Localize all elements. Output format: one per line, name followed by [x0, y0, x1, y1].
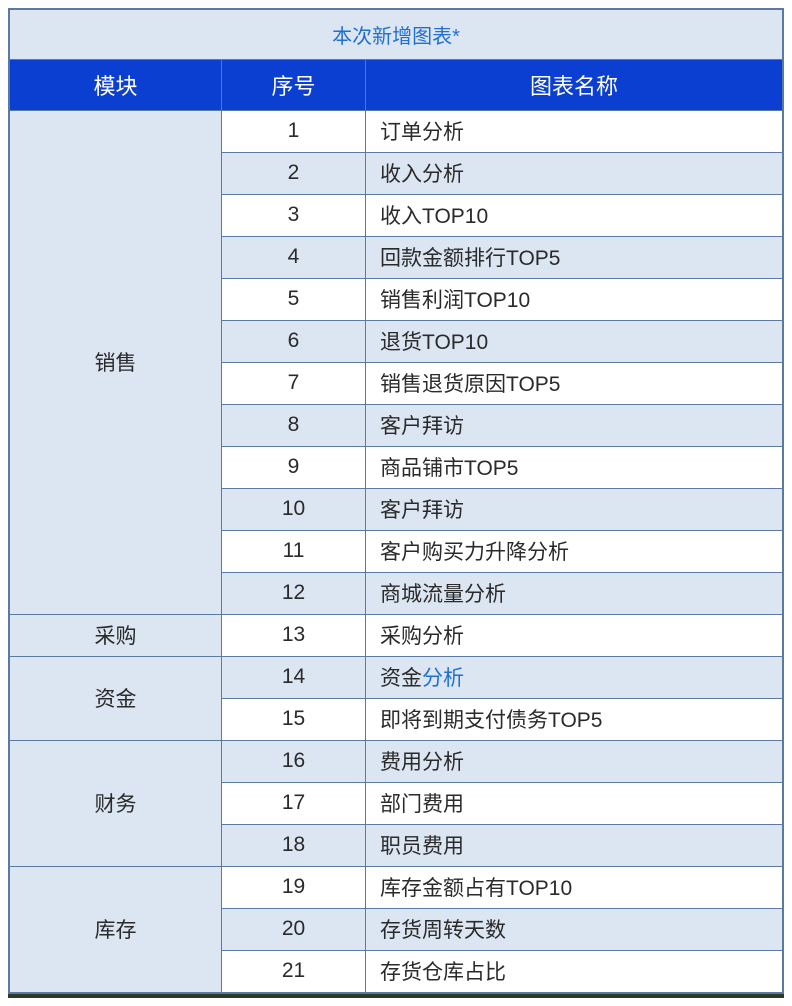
name-cell: 库存金额占有TOP10 [366, 867, 783, 909]
name-cell: 回款金额排行TOP5 [366, 237, 783, 279]
name-cell: 职员费用 [366, 825, 783, 867]
name-cell: 订单分析 [366, 111, 783, 153]
header-seq: 序号 [222, 60, 366, 111]
seq-cell: 12 [222, 573, 366, 615]
seq-cell: 15 [222, 699, 366, 741]
name-part: 资金 [380, 667, 422, 690]
seq-cell: 17 [222, 783, 366, 825]
seq-cell: 1 [222, 111, 366, 153]
table-row: 库存19库存金额占有TOP10 [10, 867, 783, 909]
seq-cell: 4 [222, 237, 366, 279]
seq-cell: 14 [222, 657, 366, 699]
seq-cell: 19 [222, 867, 366, 909]
module-cell: 销售 [10, 111, 222, 615]
name-cell: 费用分析 [366, 741, 783, 783]
table-row: 资金 14资金分析 [10, 657, 783, 699]
table-caption: 本次新增图表* [10, 10, 783, 60]
module-cell: 库存 [10, 867, 222, 993]
name-cell: 客户购买力升降分析 [366, 531, 783, 573]
table-body: 本次新增图表* 模块 序号 图表名称 销售1订单分析2收入分析3收入TOP104… [10, 10, 783, 993]
module-cell: 资金 [10, 657, 222, 741]
seq-cell: 21 [222, 951, 366, 993]
name-cell: 退货TOP10 [366, 321, 783, 363]
name-cell: 商城流量分析 [366, 573, 783, 615]
name-cell: 销售退货原因TOP5 [366, 363, 783, 405]
name-cell: 客户拜访 [366, 489, 783, 531]
name-cell: 部门费用 [366, 783, 783, 825]
seq-cell: 5 [222, 279, 366, 321]
seq-cell: 20 [222, 909, 366, 951]
name-cell: 存货仓库占比 [366, 951, 783, 993]
seq-cell: 18 [222, 825, 366, 867]
name-cell: 存货周转天数 [366, 909, 783, 951]
seq-cell: 7 [222, 363, 366, 405]
table-row: 销售1订单分析 [10, 111, 783, 153]
name-cell: 资金分析 [366, 657, 783, 699]
seq-cell: 2 [222, 153, 366, 195]
bottom-edge [8, 994, 784, 998]
charts-table: 本次新增图表* 模块 序号 图表名称 销售1订单分析2收入分析3收入TOP104… [9, 9, 783, 993]
table-row: 财务16费用分析 [10, 741, 783, 783]
header-name: 图表名称 [366, 60, 783, 111]
seq-cell: 3 [222, 195, 366, 237]
table-header-row: 模块 序号 图表名称 [10, 60, 783, 111]
seq-cell: 10 [222, 489, 366, 531]
charts-table-container: 本次新增图表* 模块 序号 图表名称 销售1订单分析2收入分析3收入TOP104… [8, 8, 784, 994]
table-row: 采购13采购分析 [10, 615, 783, 657]
module-cell: 财务 [10, 741, 222, 867]
seq-cell: 8 [222, 405, 366, 447]
name-cell: 收入TOP10 [366, 195, 783, 237]
module-cell: 采购 [10, 615, 222, 657]
seq-cell: 9 [222, 447, 366, 489]
name-cell: 采购分析 [366, 615, 783, 657]
seq-cell: 11 [222, 531, 366, 573]
name-cell: 客户拜访 [366, 405, 783, 447]
header-module: 模块 [10, 60, 222, 111]
name-cell: 商品铺市TOP5 [366, 447, 783, 489]
seq-cell: 6 [222, 321, 366, 363]
name-cell: 销售利润TOP10 [366, 279, 783, 321]
name-part-link: 分析 [422, 667, 464, 690]
seq-cell: 13 [222, 615, 366, 657]
name-cell: 收入分析 [366, 153, 783, 195]
table-caption-row: 本次新增图表* [10, 10, 783, 60]
seq-cell: 16 [222, 741, 366, 783]
name-cell: 即将到期支付债务TOP5 [366, 699, 783, 741]
